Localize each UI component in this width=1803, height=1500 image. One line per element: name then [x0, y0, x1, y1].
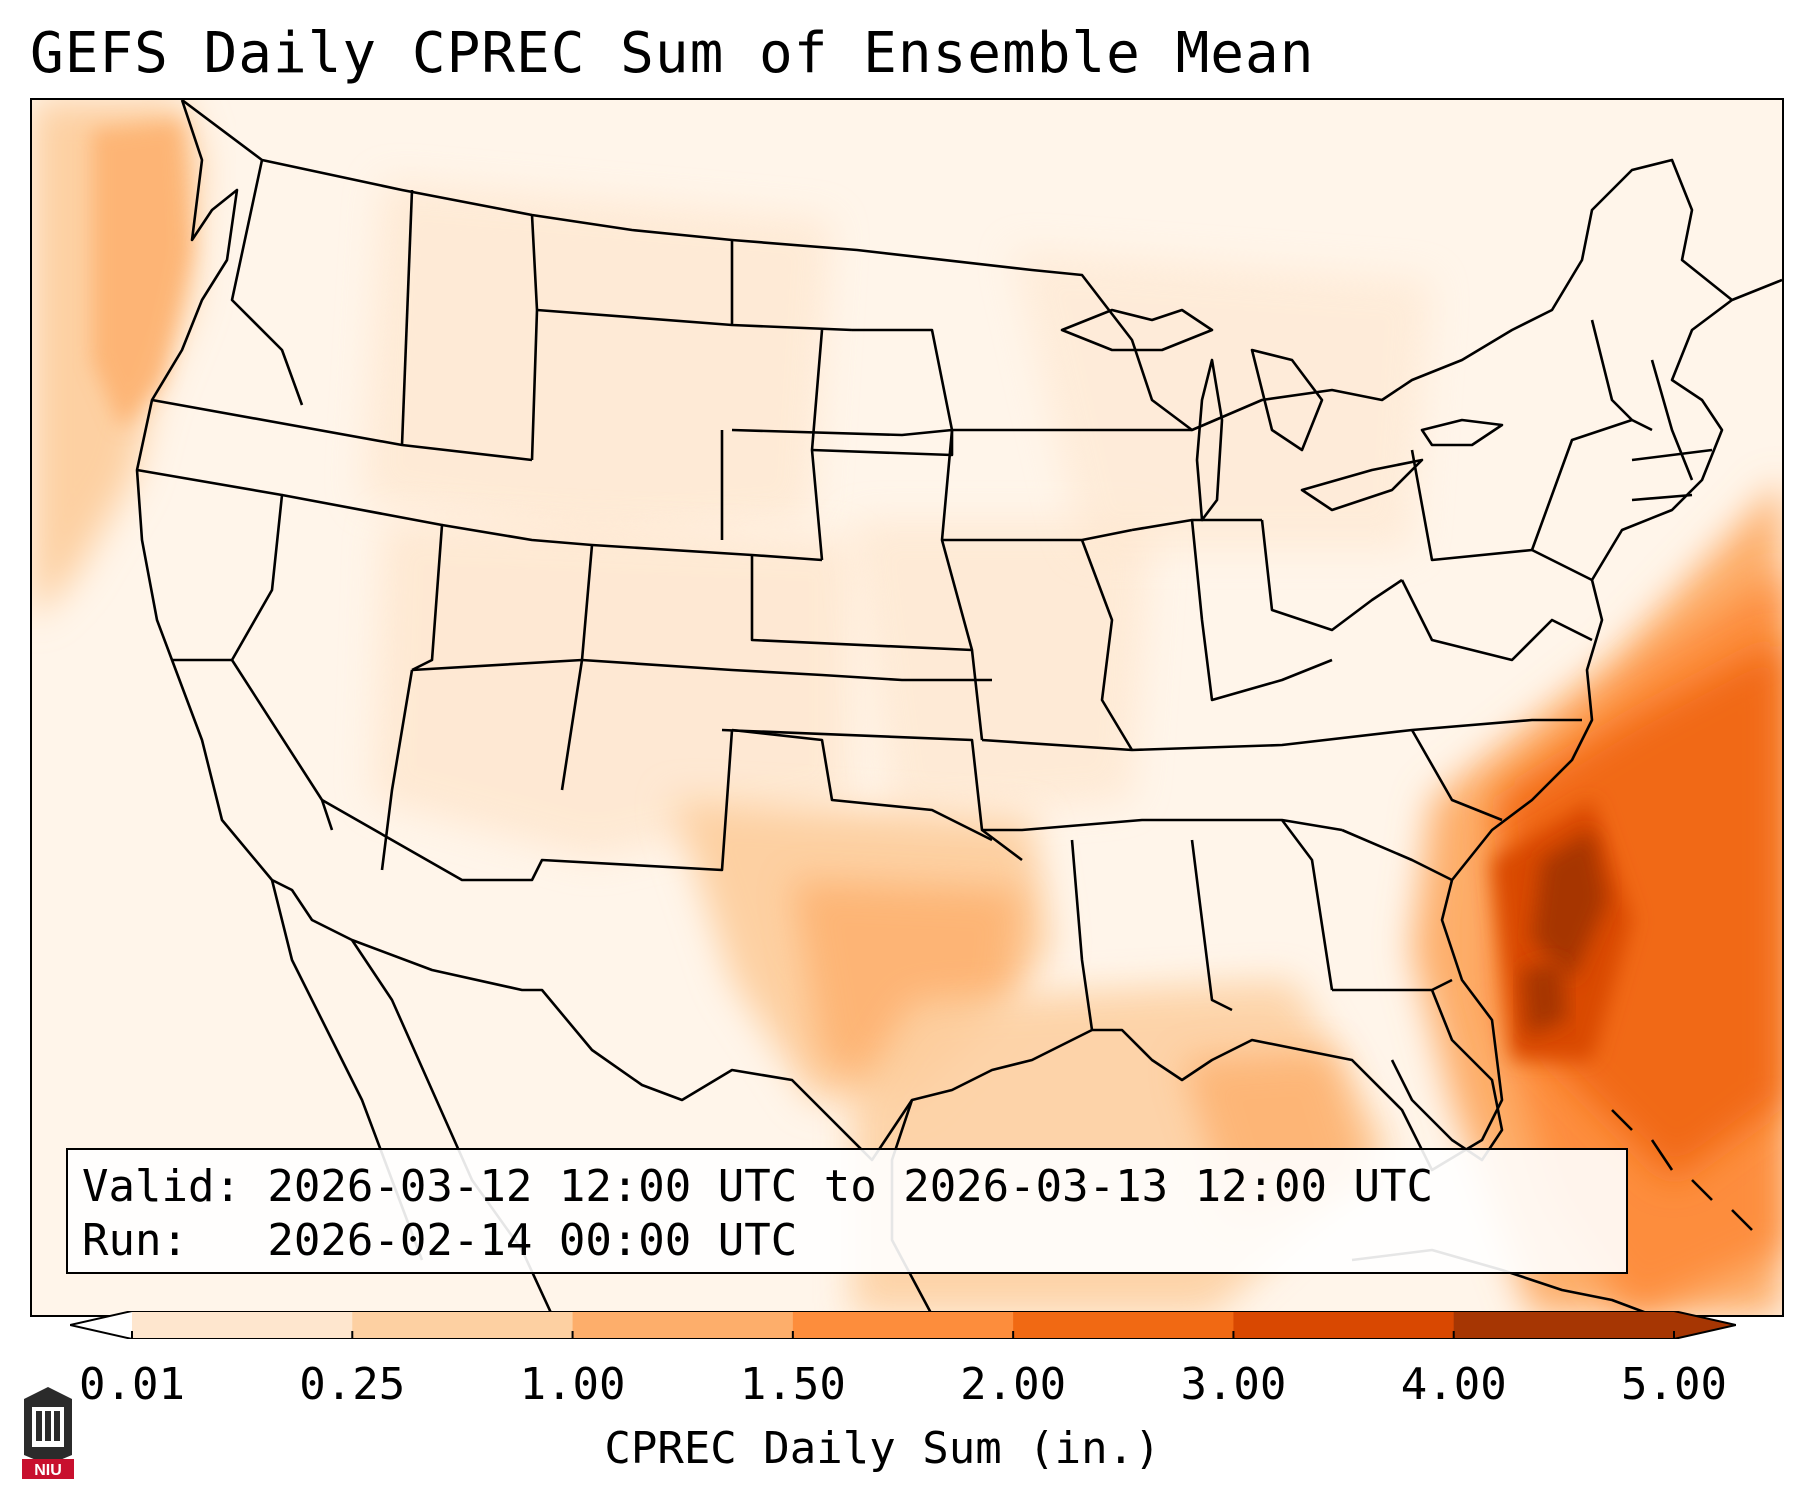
lake-superior: [1060, 308, 1214, 352]
colorbar-segment: [132, 1311, 353, 1339]
bahamas: [1611, 1109, 1753, 1231]
colorbar-segment: [792, 1311, 1014, 1339]
niu-logo: NIU: [22, 1387, 74, 1479]
tick-label-3: 1.50: [739, 1359, 846, 1410]
tick-label-7: 5.00: [1621, 1359, 1727, 1410]
colorbar-label-text: CPREC Daily Sum (in.): [604, 1423, 1161, 1474]
chart-title: GEFS Daily CPREC Sum of Ensemble Mean: [30, 21, 1315, 86]
colorbar-segment: [352, 1311, 574, 1339]
map-panel: [30, 98, 1784, 1317]
colorbar-ticks: [131, 1331, 1675, 1339]
colorbar-segment: [1453, 1311, 1675, 1339]
tick-label-5: 3.00: [1180, 1359, 1287, 1410]
us-outline: [135, 100, 1782, 1172]
colorbar-segment: [1233, 1311, 1455, 1339]
valid-info-box: Valid: 2026-03-12 12:00 UTC to 2026-03-1…: [66, 1148, 1628, 1274]
florida: [1390, 989, 1504, 1162]
tick-label-2: 1.00: [519, 1359, 626, 1410]
precip-shading: [32, 100, 1782, 1315]
tick-label-6: 4.00: [1400, 1359, 1507, 1410]
tick-label-4: 2.00: [960, 1359, 1067, 1410]
canada-border: [181, 100, 1733, 432]
tick-label-0: 0.01: [79, 1359, 185, 1410]
colorbar-extend-high: [1674, 1311, 1736, 1339]
colorbar-segment: [1013, 1311, 1234, 1339]
precip-map: [32, 100, 1782, 1315]
colorbar-segments: [70, 1311, 1736, 1339]
valid-time-line: Valid: 2026-03-12 12:00 UTC to 2026-03-1…: [82, 1161, 1434, 1212]
colorbar: [70, 1311, 1736, 1339]
lake-huron: [1250, 348, 1324, 452]
lake-ontario: [1420, 418, 1504, 447]
lake-erie: [1300, 458, 1424, 512]
logo-text: NIU: [34, 1462, 62, 1479]
boundaries: [135, 100, 1782, 1315]
colorbar-label: CPREC Daily Sum (in.): [0, 1422, 1803, 1476]
colorbar-extend-low: [70, 1311, 132, 1339]
tick-label-1: 0.25: [299, 1359, 406, 1410]
colorbar-segment: [572, 1311, 794, 1339]
run-time-line: Run: 2026-02-14 00:00 UTC: [82, 1215, 798, 1266]
